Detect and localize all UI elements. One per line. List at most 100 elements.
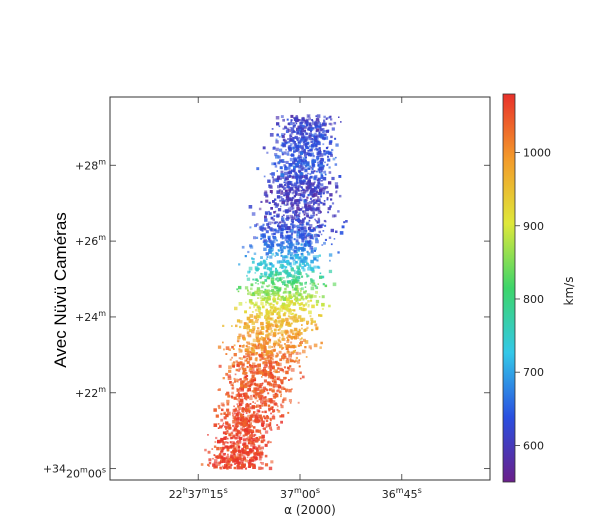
velocity-pixel	[265, 258, 268, 260]
velocity-pixel	[295, 285, 299, 289]
velocity-pixel	[320, 341, 323, 345]
velocity-pixel	[291, 129, 294, 133]
velocity-pixel	[285, 283, 289, 287]
velocity-pixel	[302, 138, 306, 142]
velocity-pixel	[222, 457, 226, 461]
velocity-pixel	[292, 275, 295, 278]
velocity-pixel	[236, 319, 241, 323]
velocity-pixel	[241, 396, 243, 398]
velocity-pixel	[307, 150, 310, 152]
velocity-pixel	[321, 302, 325, 307]
velocity-pixel	[255, 334, 259, 339]
velocity-pixel	[238, 408, 241, 411]
velocity-pixel	[273, 340, 278, 345]
velocity-pixel	[260, 272, 262, 275]
velocity-pixel	[251, 441, 254, 444]
velocity-pixel	[299, 344, 302, 347]
velocity-pixel	[258, 392, 262, 396]
velocity-pixel	[313, 295, 317, 298]
velocity-pixel	[303, 119, 306, 122]
velocity-pixel	[299, 208, 303, 211]
velocity-pixel	[290, 322, 293, 325]
velocity-pixel	[296, 218, 300, 222]
velocity-pixel	[328, 269, 333, 274]
velocity-pixel	[278, 378, 281, 381]
velocity-pixel	[259, 329, 262, 332]
velocity-pixel	[292, 332, 295, 336]
velocity-pixel	[265, 426, 268, 429]
velocity-pixel	[312, 190, 315, 193]
velocity-pixel	[279, 367, 283, 372]
velocity-pixel	[279, 298, 282, 302]
velocity-pixel	[317, 217, 320, 220]
velocity-pixel	[269, 441, 272, 444]
velocity-pixel	[257, 297, 259, 299]
velocity-pixel	[274, 255, 277, 257]
velocity-pixel	[292, 261, 297, 266]
velocity-pixel	[265, 388, 268, 390]
velocity-pixel	[295, 225, 298, 228]
velocity-pixel	[313, 320, 316, 323]
velocity-pixel	[305, 156, 307, 159]
velocity-pixel	[278, 362, 282, 367]
velocity-pixel	[283, 151, 287, 155]
velocity-pixel	[261, 353, 265, 357]
velocity-pixel	[324, 122, 327, 126]
velocity-pixel	[240, 453, 244, 457]
velocity-pixel	[307, 204, 311, 208]
velocity-pixel	[309, 217, 311, 219]
velocity-pixel	[281, 381, 284, 384]
velocity-pixel	[274, 393, 278, 397]
velocity-pixel	[268, 184, 271, 187]
velocity-pixel	[315, 239, 319, 244]
velocity-pixel	[325, 146, 329, 150]
velocity-pixel	[325, 118, 328, 120]
velocity-pixel	[226, 391, 229, 395]
velocity-pixel	[304, 204, 308, 208]
velocity-pixel	[310, 320, 314, 324]
velocity-pixel	[286, 270, 289, 273]
velocity-pixel	[317, 186, 321, 190]
velocity-pixel	[320, 202, 322, 204]
velocity-pixel	[289, 136, 291, 139]
velocity-pixel	[233, 447, 237, 451]
velocity-pixel	[249, 367, 253, 371]
velocity-pixel	[264, 314, 267, 317]
velocity-pixel	[234, 379, 236, 382]
velocity-pixel	[244, 286, 249, 290]
velocity-pixel	[291, 359, 295, 362]
velocity-pixel	[246, 341, 248, 344]
velocity-pixel	[304, 233, 306, 235]
velocity-pixel	[282, 370, 285, 373]
velocity-pixel	[284, 266, 288, 269]
velocity-pixel	[296, 251, 299, 254]
velocity-pixel	[299, 342, 301, 345]
velocity-pixel	[318, 122, 322, 126]
velocity-pixel	[221, 408, 224, 412]
velocity-pixel	[272, 361, 275, 363]
velocity-pixel	[276, 426, 280, 430]
velocity-pixel	[267, 179, 271, 183]
velocity-pixel	[265, 357, 269, 361]
velocity-pixel	[322, 164, 325, 168]
velocity-pixel	[285, 370, 289, 375]
velocity-pixel	[316, 152, 320, 155]
velocity-pixel	[315, 213, 318, 216]
velocity-pixel	[324, 186, 328, 190]
velocity-pixel	[256, 293, 260, 296]
velocity-pixel	[264, 275, 267, 278]
velocity-pixel	[313, 249, 316, 252]
velocity-pixel	[295, 239, 299, 243]
velocity-pixel	[324, 133, 327, 136]
velocity-pixel	[305, 181, 309, 185]
velocity-pixel	[262, 227, 265, 230]
velocity-pixel	[313, 181, 316, 184]
velocity-pixel	[308, 219, 311, 222]
velocity-pixel	[284, 141, 288, 145]
velocity-pixel	[304, 303, 307, 307]
velocity-pixel	[299, 121, 302, 125]
velocity-pixel	[291, 257, 295, 260]
velocity-pixel	[276, 408, 279, 411]
velocity-pixel	[240, 349, 243, 353]
velocity-pixel	[229, 466, 232, 469]
